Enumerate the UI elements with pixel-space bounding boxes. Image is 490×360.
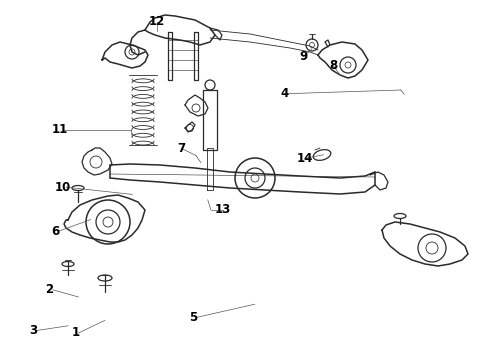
Text: 11: 11: [51, 123, 68, 136]
Text: 3: 3: [29, 324, 37, 337]
Text: 14: 14: [296, 152, 313, 165]
Text: 10: 10: [54, 181, 71, 194]
Text: 2: 2: [45, 283, 53, 296]
Text: 8: 8: [329, 59, 337, 72]
Text: 13: 13: [215, 203, 231, 216]
Text: 9: 9: [300, 50, 308, 63]
Text: 12: 12: [148, 15, 165, 28]
Text: 1: 1: [72, 327, 80, 339]
Text: 5: 5: [190, 311, 197, 324]
Text: 7: 7: [177, 142, 185, 155]
Text: 6: 6: [51, 225, 59, 238]
Text: 4: 4: [280, 87, 288, 100]
